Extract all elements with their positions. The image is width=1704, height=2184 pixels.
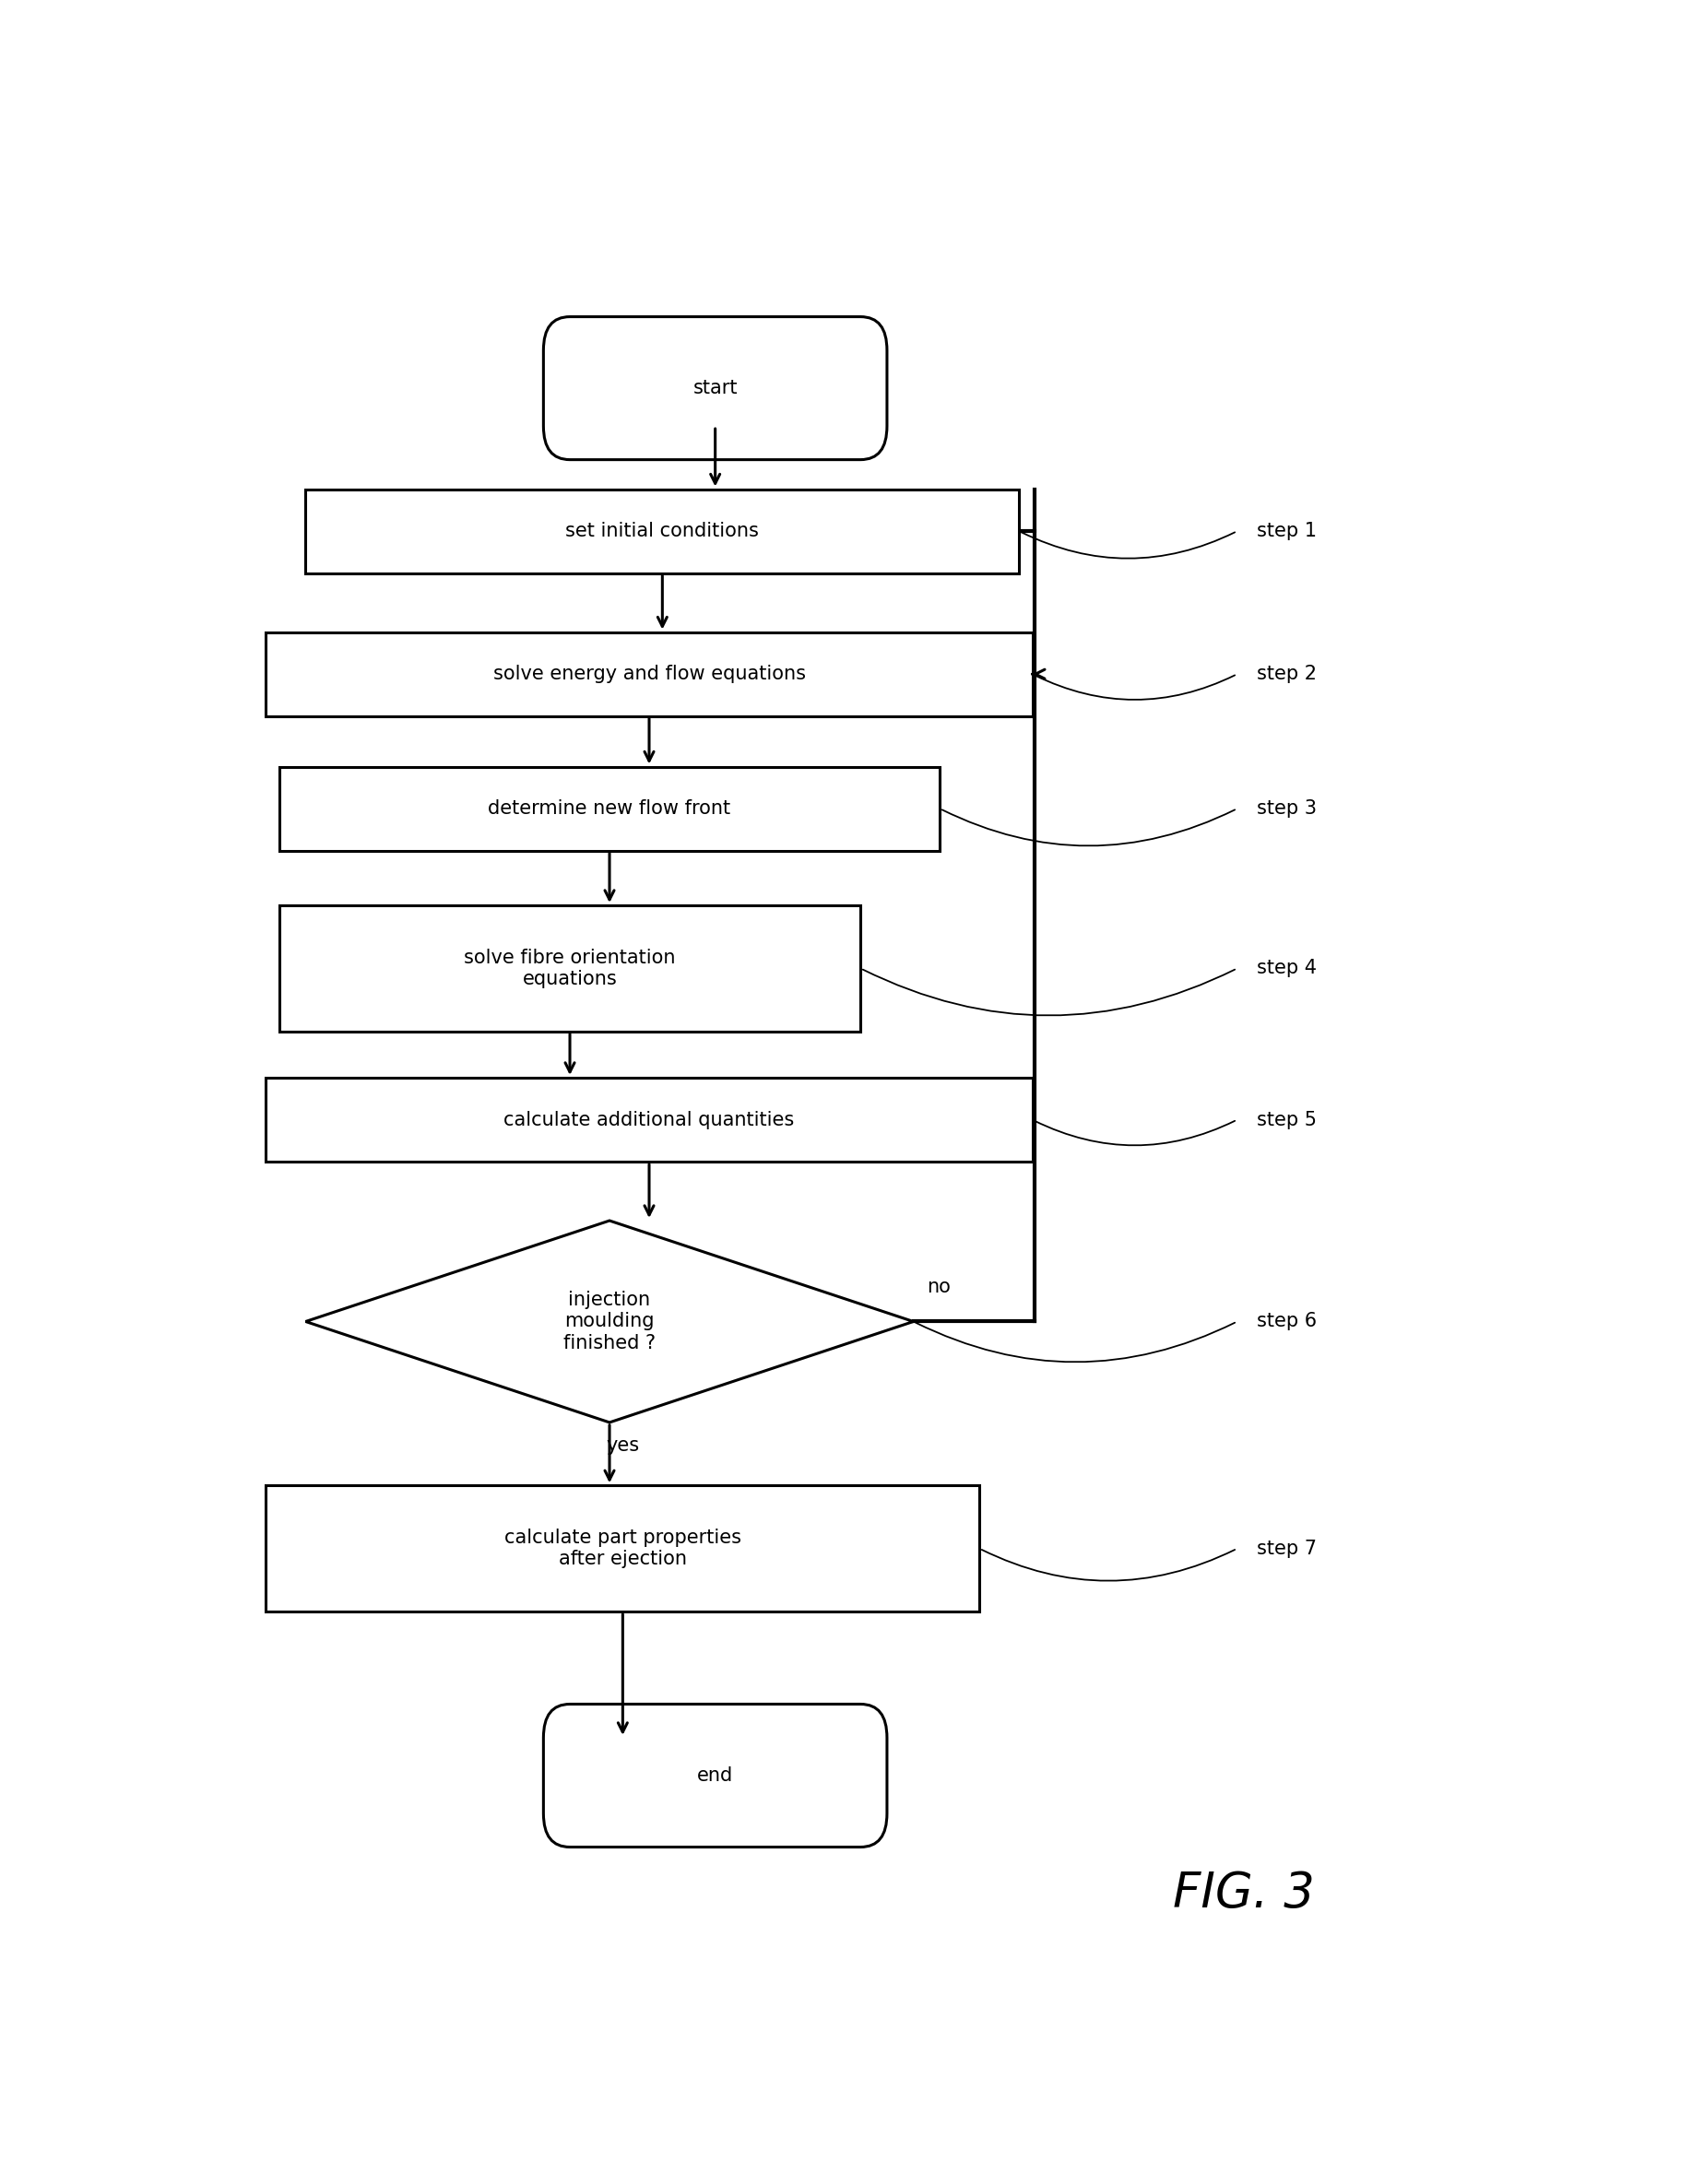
Text: solve fibre orientation
equations: solve fibre orientation equations (463, 948, 675, 989)
FancyArrowPatch shape (1021, 533, 1234, 559)
FancyBboxPatch shape (266, 1077, 1031, 1162)
FancyBboxPatch shape (266, 631, 1031, 716)
FancyBboxPatch shape (266, 1485, 980, 1612)
Text: end: end (697, 1767, 733, 1784)
Text: set initial conditions: set initial conditions (566, 522, 758, 539)
FancyBboxPatch shape (544, 317, 886, 459)
FancyBboxPatch shape (305, 489, 1019, 572)
Text: no: no (927, 1278, 949, 1297)
FancyArrowPatch shape (942, 810, 1234, 845)
FancyArrowPatch shape (1034, 675, 1234, 699)
Text: calculate part properties
after ejection: calculate part properties after ejection (504, 1529, 741, 1568)
Text: step 5: step 5 (1256, 1109, 1315, 1129)
FancyBboxPatch shape (279, 767, 939, 852)
Text: step 7: step 7 (1256, 1540, 1315, 1557)
Text: step 6: step 6 (1256, 1313, 1315, 1330)
Text: determine new flow front: determine new flow front (487, 799, 731, 817)
Text: start: start (692, 380, 738, 397)
FancyBboxPatch shape (544, 1704, 886, 1848)
FancyArrowPatch shape (982, 1551, 1234, 1581)
Text: step 2: step 2 (1256, 664, 1315, 684)
Text: yes: yes (605, 1435, 639, 1455)
Polygon shape (305, 1221, 913, 1422)
FancyBboxPatch shape (279, 906, 861, 1031)
Text: injection
moulding
finished ?: injection moulding finished ? (562, 1291, 656, 1352)
FancyArrowPatch shape (915, 1324, 1234, 1363)
Text: step 3: step 3 (1256, 799, 1315, 817)
FancyArrowPatch shape (1034, 1120, 1234, 1144)
Text: calculate additional quantities: calculate additional quantities (504, 1109, 794, 1129)
Text: FIG. 3: FIG. 3 (1172, 1870, 1314, 1918)
Text: step 4: step 4 (1256, 959, 1315, 978)
Text: solve energy and flow equations: solve energy and flow equations (492, 664, 804, 684)
FancyArrowPatch shape (862, 970, 1234, 1016)
Text: step 1: step 1 (1256, 522, 1315, 539)
